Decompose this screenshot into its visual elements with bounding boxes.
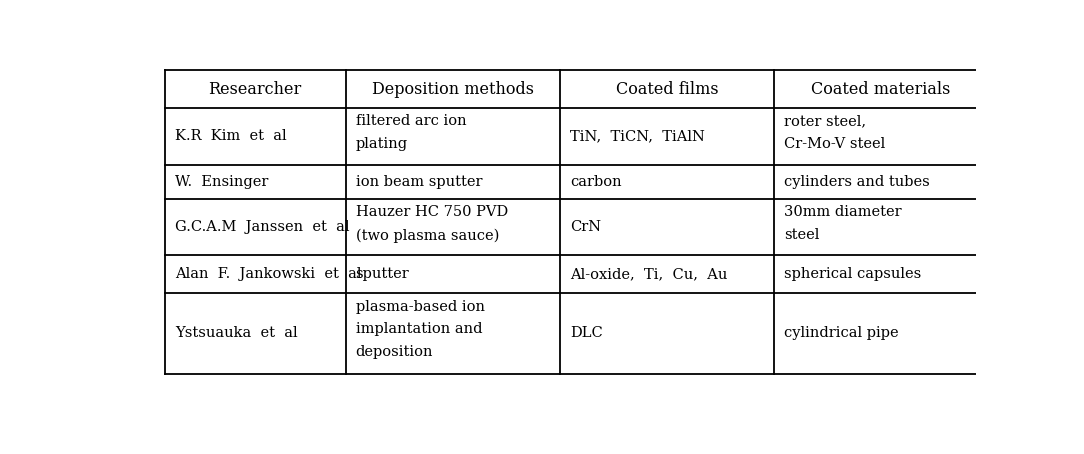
- Text: 30mm diameter
steel: 30mm diameter steel: [784, 205, 902, 242]
- Text: W.  Ensinger: W. Ensinger: [175, 175, 269, 189]
- Text: ion beam sputter: ion beam sputter: [356, 175, 482, 189]
- Text: carbon: carbon: [570, 175, 621, 189]
- Text: Coated materials: Coated materials: [812, 81, 951, 98]
- Text: Deposition methods: Deposition methods: [372, 81, 533, 98]
- Text: sputter: sputter: [356, 267, 410, 281]
- Text: DLC: DLC: [570, 326, 603, 340]
- Text: Researcher: Researcher: [208, 81, 301, 98]
- Text: TiN,  TiCN,  TiAlN: TiN, TiCN, TiAlN: [570, 129, 705, 143]
- Text: Alan  F.  Jankowski  et  al: Alan F. Jankowski et al: [175, 267, 361, 281]
- Text: Hauzer HC 750 PVD
(two plasma sauce): Hauzer HC 750 PVD (two plasma sauce): [356, 205, 508, 242]
- Text: Coated films: Coated films: [616, 81, 719, 98]
- Text: K.R  Kim  et  al: K.R Kim et al: [175, 129, 286, 143]
- Text: roter steel,
Cr-Mo-V steel: roter steel, Cr-Mo-V steel: [784, 114, 886, 151]
- Text: Ystsuauka  et  al: Ystsuauka et al: [175, 326, 298, 340]
- Text: filtered arc ion
plating: filtered arc ion plating: [356, 114, 466, 151]
- Text: spherical capsules: spherical capsules: [784, 267, 921, 281]
- Text: CrN: CrN: [570, 220, 601, 234]
- Text: cylindrical pipe: cylindrical pipe: [784, 326, 899, 340]
- Text: cylinders and tubes: cylinders and tubes: [784, 175, 930, 189]
- Text: Al-oxide,  Ti,  Cu,  Au: Al-oxide, Ti, Cu, Au: [570, 267, 727, 281]
- Text: G.C.A.M  Janssen  et  al: G.C.A.M Janssen et al: [175, 220, 349, 234]
- Text: plasma-based ion
implantation and
deposition: plasma-based ion implantation and deposi…: [356, 300, 485, 359]
